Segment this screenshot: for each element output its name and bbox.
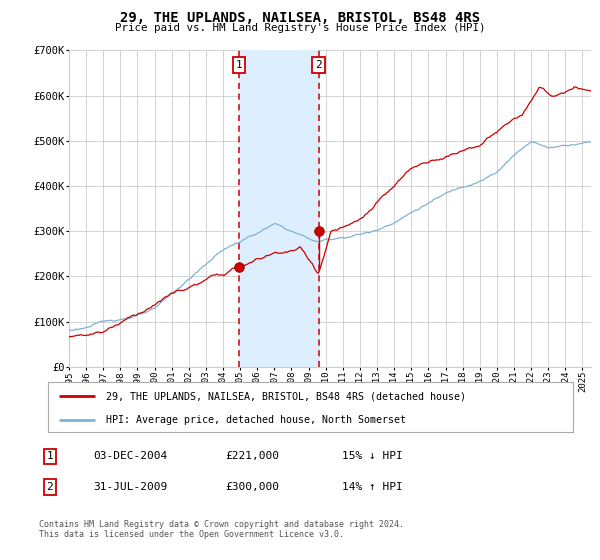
Text: £300,000: £300,000 — [225, 482, 279, 492]
Text: HPI: Average price, detached house, North Somerset: HPI: Average price, detached house, Nort… — [106, 415, 406, 424]
Text: 31-JUL-2009: 31-JUL-2009 — [93, 482, 167, 492]
Text: 15% ↓ HPI: 15% ↓ HPI — [342, 451, 403, 461]
Text: £221,000: £221,000 — [225, 451, 279, 461]
Text: Price paid vs. HM Land Registry's House Price Index (HPI): Price paid vs. HM Land Registry's House … — [115, 23, 485, 33]
Text: 2: 2 — [315, 60, 322, 70]
Bar — [239, 50, 319, 367]
Text: 29, THE UPLANDS, NAILSEA, BRISTOL, BS48 4RS: 29, THE UPLANDS, NAILSEA, BRISTOL, BS48 … — [120, 11, 480, 25]
Text: 14% ↑ HPI: 14% ↑ HPI — [342, 482, 403, 492]
Text: Contains HM Land Registry data © Crown copyright and database right 2024.
This d: Contains HM Land Registry data © Crown c… — [39, 520, 404, 539]
Text: 29, THE UPLANDS, NAILSEA, BRISTOL, BS48 4RS (detached house): 29, THE UPLANDS, NAILSEA, BRISTOL, BS48 … — [106, 391, 466, 401]
Text: 03-DEC-2004: 03-DEC-2004 — [93, 451, 167, 461]
Text: 2: 2 — [46, 482, 53, 492]
Text: 1: 1 — [235, 60, 242, 70]
Text: 1: 1 — [46, 451, 53, 461]
